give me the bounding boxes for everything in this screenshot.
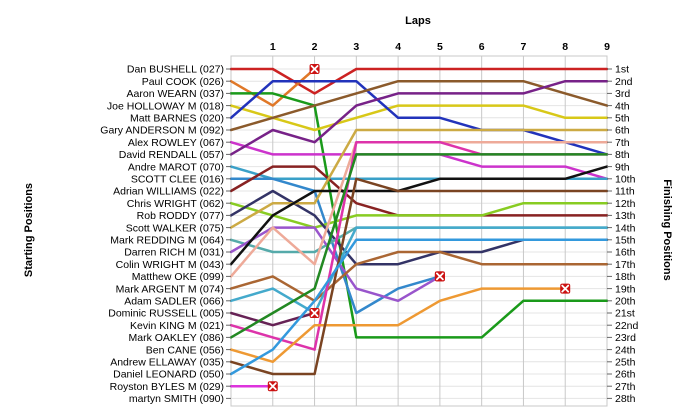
finishing-position-label: 18th [615, 271, 636, 283]
plot-area [230, 55, 608, 407]
retired-marker [309, 64, 320, 74]
lap-tick-label: 5 [437, 41, 443, 53]
lap-tick-labels: 1 2 3 4 5 6 7 8 9 [270, 41, 610, 53]
starting-position-label: Daniel LEONARD (050) [113, 369, 224, 381]
starting-position-label: Aaron WEARN (037) [127, 88, 224, 100]
starting-position-label: Dan BUSHELL (027) [127, 64, 224, 76]
grid [230, 55, 608, 407]
starting-position-label: Ben CANE (056) [146, 344, 224, 356]
x-axis-title: Laps [405, 15, 431, 27]
starting-position-label: Gary ANDERSON M (092) [100, 125, 224, 137]
finishing-position-label: 28th [615, 393, 636, 405]
starting-position-label: Matt BARNES (020) [130, 113, 224, 125]
finishing-position-label: 7th [615, 137, 630, 149]
series-lines [229, 67, 609, 388]
finishing-position-label: 4th [615, 100, 630, 112]
finishing-position-label: 27th [615, 381, 636, 393]
retired-marker [434, 271, 445, 282]
starting-position-label: Kevin KING M (021) [130, 320, 224, 332]
starting-position-label: Mark OAKLEY (086) [128, 332, 224, 344]
finishing-position-label: 6th [615, 125, 630, 137]
lap-tick-label: 4 [395, 41, 401, 53]
finishing-position-label: 21st [615, 308, 635, 320]
starting-position-label: SCOTT CLEE (016) [131, 174, 224, 186]
finishing-position-label: 10th [615, 174, 636, 186]
finishing-position-label: 3rd [615, 88, 630, 100]
series-line [229, 250, 609, 303]
finishing-position-label: 25th [615, 357, 636, 369]
finishing-position-label: 8th [615, 149, 630, 161]
series-line [229, 153, 609, 339]
series-line [229, 201, 609, 229]
finishing-position-label: 9th [615, 161, 630, 173]
finishing-position-label: 22nd [615, 320, 639, 332]
retired-cross-icon [310, 309, 319, 317]
lap-tick-label: 6 [479, 41, 485, 53]
starting-position-label: Scott WALKER (075) [126, 222, 224, 234]
retired-marker [309, 308, 320, 318]
finishing-position-label: 2nd [615, 76, 633, 88]
starting-position-label: Darren RICH M (031) [124, 247, 224, 259]
starting-positions-labels: Dan BUSHELL (027)Paul COOK (026)Aaron WE… [100, 64, 231, 405]
series-line [229, 226, 442, 303]
finishing-position-label: 12th [615, 198, 636, 210]
left-axis-title: Starting Positions [23, 183, 35, 277]
starting-position-label: martyn SMITH (090) [129, 393, 224, 405]
finishing-position-label: 19th [615, 283, 636, 295]
starting-position-label: Alex ROWLEY (067) [128, 137, 224, 149]
starting-position-label: Andre MAROT (070) [128, 161, 224, 173]
starting-position-label: Chris WRIGHT (062) [127, 198, 224, 210]
finishing-positions-labels: 1st2nd3rd4th5th6th7th8th9th10th11th12th1… [607, 64, 639, 405]
lap-tick-label: 8 [562, 41, 568, 53]
series-line [229, 287, 567, 364]
series-line [229, 79, 609, 156]
retired-cross-icon [310, 65, 319, 73]
starting-position-label: David RENDALL (057) [119, 149, 224, 161]
finishing-position-label: 15th [615, 235, 636, 247]
starting-position-label: Matthew OKE (099) [132, 271, 224, 283]
finishing-position-label: 5th [615, 113, 630, 125]
retirement-markers [267, 64, 571, 392]
retired-cross-icon [561, 284, 570, 293]
finishing-position-label: 13th [615, 210, 636, 222]
series-line [229, 177, 609, 376]
starting-position-label: Rob RODDY (077) [137, 210, 224, 222]
lap-tick-label: 3 [353, 41, 359, 53]
retired-cross-icon [268, 382, 277, 391]
starting-position-label: Joe HOLLOWAY M (018) [107, 100, 224, 112]
finishing-position-label: 24th [615, 344, 636, 356]
finishing-position-label: 20th [615, 296, 636, 308]
series-line [229, 92, 609, 339]
lap-tick-label: 9 [604, 41, 610, 53]
starting-position-label: Andrew ELLAWAY (035) [110, 357, 224, 369]
series-line [229, 79, 609, 156]
starting-position-label: Mark ARGENT M (074) [116, 283, 224, 295]
right-axis-title: Finishing Positions [661, 179, 673, 280]
retired-marker [267, 381, 278, 392]
series-line [229, 238, 609, 376]
finishing-position-label: 11th [615, 186, 635, 198]
starting-position-label: Adam SADLER (066) [124, 296, 224, 308]
lap-tick-label: 7 [521, 41, 527, 53]
series-line [229, 104, 609, 132]
finishing-position-label: 14th [615, 222, 636, 234]
starting-position-label: Adrian WILLIAMS (022) [113, 186, 224, 198]
lap-tick-label: 2 [312, 41, 318, 53]
finishing-position-label: 1st [615, 64, 629, 76]
lap-tick-label: 1 [270, 41, 276, 53]
starting-position-label: Colin WRIGHT M (043) [116, 259, 224, 271]
starting-position-label: Dominic RUSSELL (005) [108, 308, 224, 320]
retired-cross-icon [435, 272, 444, 281]
series-line [229, 165, 609, 266]
starting-position-label: Royston BYLES M (029) [110, 381, 224, 393]
finishing-position-label: 17th [615, 259, 636, 271]
finishing-position-label: 26th [615, 369, 636, 381]
starting-position-label: Paul COOK (026) [142, 76, 224, 88]
starting-position-label: Mark REDDING M (064) [110, 235, 224, 247]
retired-marker [560, 283, 571, 294]
finishing-position-label: 16th [615, 247, 636, 259]
finishing-position-label: 23rd [615, 332, 636, 344]
